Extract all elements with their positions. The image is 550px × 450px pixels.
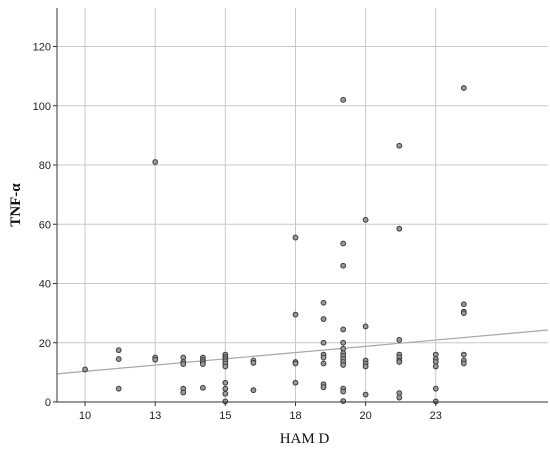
data-point [320,316,327,322]
axes [56,8,548,403]
data-point [152,356,159,363]
data-point [320,299,327,306]
x-tick-label: 10 [79,410,91,422]
data-point [340,240,347,247]
x-tick-label: 20 [360,410,372,422]
data-point [340,96,347,103]
data-point [180,389,187,396]
data-point [152,159,159,165]
y-tick-label: 100 [33,101,51,113]
data-point [292,311,299,318]
y-tick-label: 0 [45,397,51,409]
data-point [460,85,467,91]
data-point [340,362,347,368]
data-point [115,385,122,392]
data-point [460,301,467,308]
data-point [396,359,403,365]
data-point [432,363,439,370]
data-point [82,366,88,373]
data-point [396,225,403,232]
x-tick-label: 15 [219,410,231,422]
y-tick-label: 80 [39,160,51,172]
data-point [362,363,369,370]
data-point [432,385,439,392]
data-point [320,339,327,346]
data-point [396,336,403,343]
data-point [460,360,467,367]
y-axis-title: TNF-α [8,183,24,227]
fit-line [56,329,549,375]
data-point [320,360,327,367]
data-point [460,351,467,358]
data-point [362,391,369,398]
data-point [115,356,122,362]
data-point [362,216,369,223]
grid-lines [57,8,548,403]
data-points [82,85,467,405]
data-point [292,379,299,386]
data-point [222,385,229,392]
y-tick-label: 40 [39,279,51,291]
data-point [362,323,369,330]
data-point [320,384,327,391]
data-point [340,388,347,395]
data-point [320,354,327,361]
x-tick-label: 18 [289,410,301,422]
data-point [222,379,229,386]
data-point [396,394,403,401]
y-tick-label: 60 [39,219,51,231]
data-point [396,142,403,149]
y-tick-label: 120 [33,42,51,54]
x-tick-label: 13 [149,410,161,422]
y-tick-label: 20 [39,338,51,350]
data-point [199,384,206,391]
fit-line-group [56,329,549,375]
data-point [115,347,122,354]
plot-area [57,8,548,402]
data-point [292,234,299,241]
data-point [340,262,347,269]
data-point [340,339,347,346]
data-point [222,363,229,370]
data-point [250,359,257,366]
data-point [199,361,206,367]
x-axis-title: HAM D [280,431,330,447]
tick-labels: 0 20 40 60 80 100 120 10 13 15 18 20 23 [33,42,442,422]
data-point [292,360,299,367]
data-point [222,390,229,397]
data-point [250,387,257,394]
data-point [180,361,187,367]
data-point [340,398,347,405]
x-tick-label: 23 [430,410,442,422]
data-point [340,326,347,333]
data-point [460,310,467,317]
